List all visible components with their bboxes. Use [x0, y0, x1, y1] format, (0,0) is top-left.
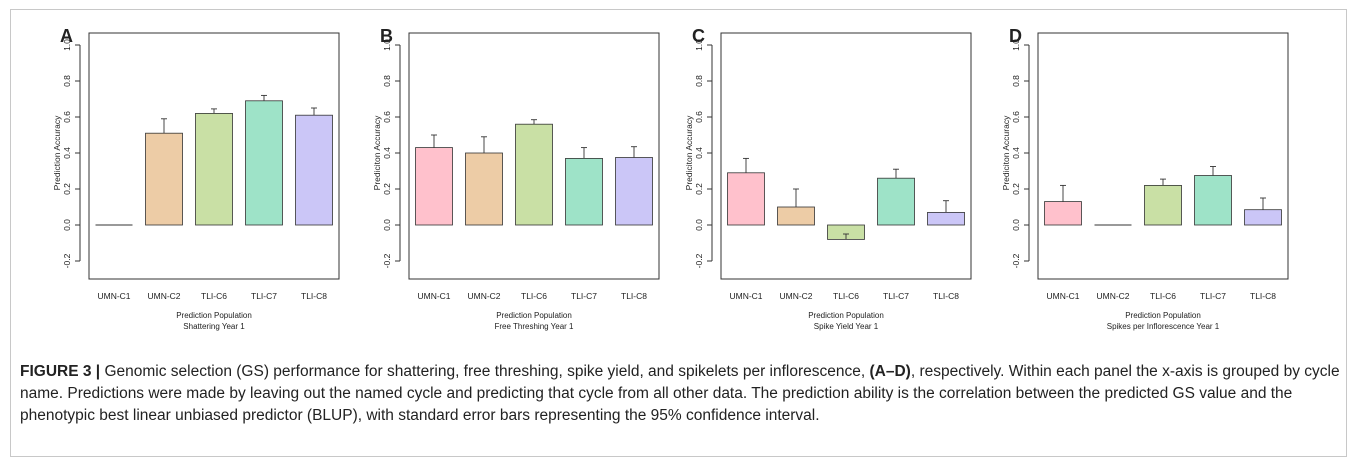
y-tick-label: 0.2	[1011, 183, 1021, 195]
bar	[1144, 184, 1182, 226]
y-tick-label: 1.0	[62, 39, 72, 51]
y-tick-label: 0.6	[694, 111, 704, 123]
trait-label: Spike Yield Year 1	[814, 322, 879, 331]
y-tick-label: -0.2	[382, 253, 392, 268]
bar	[515, 123, 553, 226]
y-axis-label: Prediciton Accuracy	[372, 115, 382, 190]
x-axis-label: Prediction Population	[808, 311, 884, 320]
y-axis-label: Prediction Accuracy	[52, 115, 62, 190]
x-tick-label: TLI-C6	[521, 291, 547, 301]
x-axis-label: Prediction Population	[1125, 311, 1201, 320]
panel-label: C	[692, 26, 705, 46]
bar	[727, 172, 765, 226]
y-tick-label: 1.0	[1011, 39, 1021, 51]
bar	[195, 113, 233, 226]
x-tick-label: TLI-C7	[883, 291, 909, 301]
x-tick-label: UMN-C2	[779, 291, 812, 301]
y-tick-label: 0.0	[382, 219, 392, 231]
bar	[927, 211, 965, 226]
x-tick-label: TLI-C7	[1200, 291, 1226, 301]
bar	[1244, 209, 1282, 226]
y-tick-label: 0.4	[694, 147, 704, 159]
bar	[415, 147, 453, 226]
figure-caption: FIGURE 3 | Genomic selection (GS) perfor…	[20, 361, 1340, 427]
bar	[295, 114, 333, 226]
panel-label: D	[1009, 26, 1022, 46]
plot-box	[88, 32, 340, 280]
x-axis-label: Prediction Population	[176, 311, 252, 320]
y-axis-label: Prediciton Accuracy	[684, 115, 694, 190]
x-tick-label: TLI-C7	[571, 291, 597, 301]
plot-box	[1037, 32, 1289, 280]
y-tick-label: 0.4	[382, 147, 392, 159]
y-tick-label: 0.2	[382, 183, 392, 195]
x-tick-label: UMN-C2	[147, 291, 180, 301]
y-tick-label: 0.0	[62, 219, 72, 231]
y-tick-label: 0.8	[1011, 75, 1021, 87]
x-tick-label: TLI-C8	[933, 291, 959, 301]
y-tick-label: 0.0	[1011, 219, 1021, 231]
x-tick-label: TLI-C8	[301, 291, 327, 301]
caption-label: FIGURE 3 |	[20, 363, 101, 380]
y-tick-label: 0.6	[62, 111, 72, 123]
y-axis-label: Prediciton Accuracy	[1001, 115, 1011, 190]
y-tick-label: 0.0	[694, 219, 704, 231]
x-tick-label: TLI-C6	[1150, 291, 1176, 301]
x-tick-label: UMN-C1	[729, 291, 762, 301]
plot-box	[408, 32, 660, 280]
x-tick-label: UMN-C1	[417, 291, 450, 301]
figure-frame	[10, 9, 1347, 457]
x-tick-label: TLI-C8	[621, 291, 647, 301]
caption-panels: (A–D)	[869, 363, 911, 380]
x-tick-label: UMN-C1	[97, 291, 130, 301]
y-tick-label: 1.0	[382, 39, 392, 51]
x-axis-label: Prediction Population	[496, 311, 572, 320]
y-tick-label: 0.2	[62, 183, 72, 195]
y-tick-label: 0.8	[382, 75, 392, 87]
bar	[465, 152, 503, 226]
bar	[1044, 201, 1082, 226]
y-tick-label: -0.2	[694, 253, 704, 268]
x-tick-label: UMN-C2	[467, 291, 500, 301]
y-tick-label: 0.6	[382, 111, 392, 123]
bar	[245, 100, 283, 226]
y-tick-label: 0.6	[1011, 111, 1021, 123]
trait-label: Shattering Year 1	[183, 322, 245, 331]
bar	[615, 157, 653, 226]
y-tick-label: 0.4	[62, 147, 72, 159]
x-tick-label: UMN-C2	[1096, 291, 1129, 301]
bar	[565, 157, 603, 226]
bar	[145, 132, 183, 226]
trait-label: Free Threshing Year 1	[494, 322, 574, 331]
bar	[777, 206, 815, 226]
y-tick-label: 0.8	[62, 75, 72, 87]
y-tick-label: -0.2	[62, 253, 72, 268]
caption-text-part2: , respectively. Within each panel the x-…	[20, 363, 1340, 424]
x-tick-label: TLI-C6	[833, 291, 859, 301]
y-tick-label: -0.2	[1011, 253, 1021, 268]
figure-charts: A -0.2 0.0 0.2 0.4 0.6 0.8 1.0 Prediction Accura…	[52, 26, 1289, 331]
plot-box	[720, 32, 972, 280]
x-tick-label: TLI-C8	[1250, 291, 1276, 301]
y-tick-label: 0.8	[694, 75, 704, 87]
panel-label: B	[380, 26, 393, 46]
x-tick-label: TLI-C7	[251, 291, 277, 301]
trait-label: Spikes per Inflorescence Year 1	[1107, 322, 1220, 331]
panel-label: A	[60, 26, 73, 46]
y-tick-label: 0.2	[694, 183, 704, 195]
y-tick-label: 1.0	[694, 39, 704, 51]
bar	[1194, 175, 1232, 226]
bar	[877, 177, 915, 226]
x-tick-label: TLI-C6	[201, 291, 227, 301]
y-tick-label: 0.4	[1011, 147, 1021, 159]
x-tick-label: UMN-C1	[1046, 291, 1079, 301]
caption-text-part1: Genomic selection (GS) performance for s…	[100, 363, 870, 380]
